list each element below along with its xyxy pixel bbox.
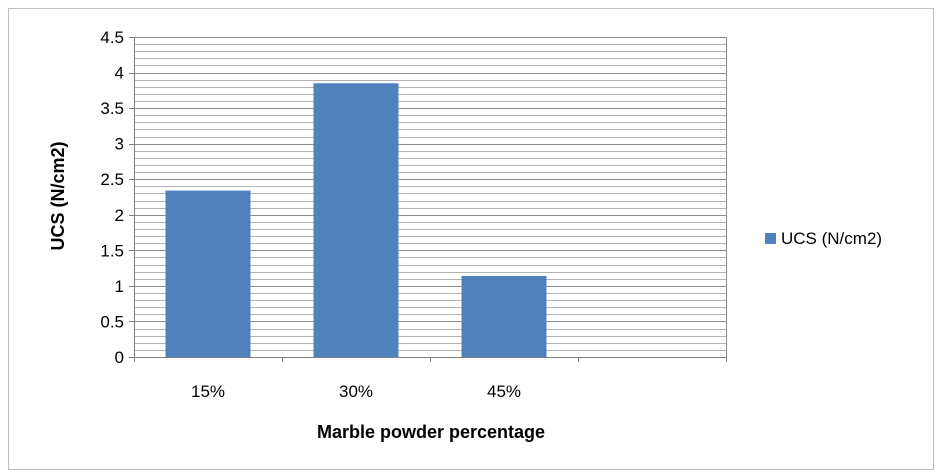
legend-label: UCS (N/cm2)	[781, 229, 882, 248]
legend: UCS (N/cm2)	[765, 229, 882, 248]
tick-labels: 0 0.5 1 1.5 2 2.5 3 3.5 4 4.5 15% 30% 45%	[100, 28, 521, 401]
bar	[461, 275, 547, 357]
y-axis-title: UCS (N/cm2)	[48, 141, 68, 250]
legend-swatch	[765, 233, 776, 244]
x-tick-label: 15%	[191, 382, 225, 401]
y-tick-label: 3	[115, 135, 124, 154]
bar	[313, 83, 399, 357]
y-tick-label: 4	[115, 64, 124, 83]
y-tick-label: 2	[115, 206, 124, 225]
y-tick-label: 3.5	[100, 99, 124, 118]
y-tick-label: 4.5	[100, 28, 124, 47]
x-tick-label: 30%	[339, 382, 373, 401]
y-tick-label: 1.5	[100, 241, 124, 260]
axes	[129, 37, 727, 362]
chart-frame	[8, 8, 934, 470]
y-tick-label: 1	[115, 277, 124, 296]
bar	[165, 190, 251, 357]
y-tick-label: 2.5	[100, 170, 124, 189]
y-tick-label: 0.5	[100, 312, 124, 331]
x-tick-label: 45%	[487, 382, 521, 401]
y-tick-label: 0	[115, 348, 124, 367]
x-axis-title: Marble powder percentage	[317, 422, 545, 442]
bars	[165, 83, 547, 357]
